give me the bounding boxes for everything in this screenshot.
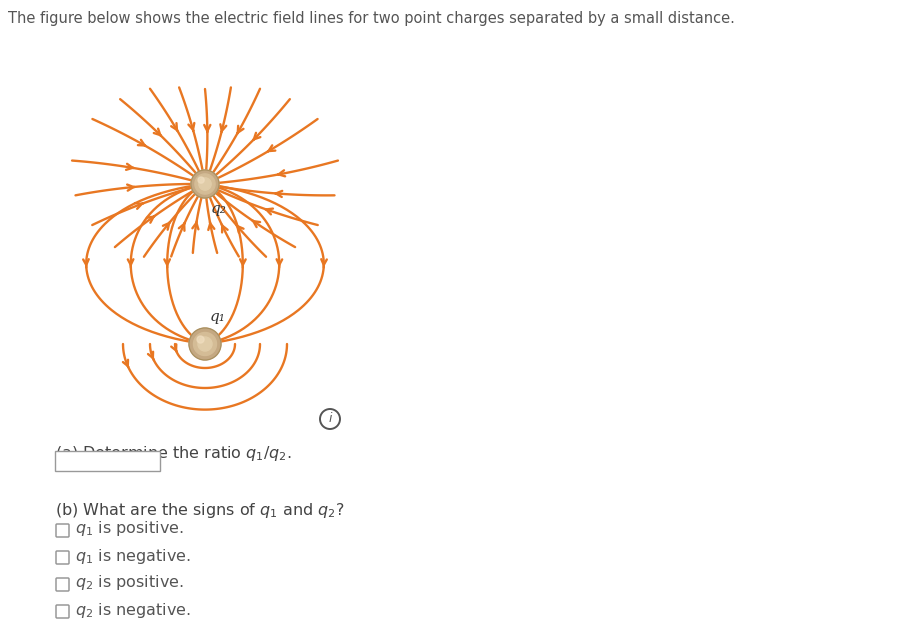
Text: (a) Determine the ratio $q_1/q_2$.: (a) Determine the ratio $q_1/q_2$. xyxy=(55,444,292,463)
Text: (b) What are the signs of $q_1$ and $q_2$?: (b) What are the signs of $q_1$ and $q_2… xyxy=(55,501,345,520)
FancyBboxPatch shape xyxy=(56,524,69,537)
Circle shape xyxy=(199,178,211,190)
Text: $q_2$ is negative.: $q_2$ is negative. xyxy=(75,601,191,619)
Text: $q_1$ is positive.: $q_1$ is positive. xyxy=(75,520,184,539)
Text: q₂: q₂ xyxy=(211,202,227,216)
Circle shape xyxy=(195,174,215,194)
Circle shape xyxy=(194,332,217,355)
FancyBboxPatch shape xyxy=(56,605,69,618)
Circle shape xyxy=(198,177,204,183)
Text: The figure below shows the electric field lines for two point charges separated : The figure below shows the electric fiel… xyxy=(8,11,735,26)
Text: $q_1$ is negative.: $q_1$ is negative. xyxy=(75,546,191,566)
Circle shape xyxy=(189,328,221,360)
FancyBboxPatch shape xyxy=(56,551,69,564)
Text: $q_2$ is positive.: $q_2$ is positive. xyxy=(75,573,184,592)
Circle shape xyxy=(198,337,212,351)
Text: i: i xyxy=(329,413,332,426)
Circle shape xyxy=(197,336,204,343)
FancyBboxPatch shape xyxy=(56,578,69,591)
Circle shape xyxy=(191,170,219,198)
Text: q₁: q₁ xyxy=(210,310,226,324)
FancyBboxPatch shape xyxy=(55,451,160,471)
